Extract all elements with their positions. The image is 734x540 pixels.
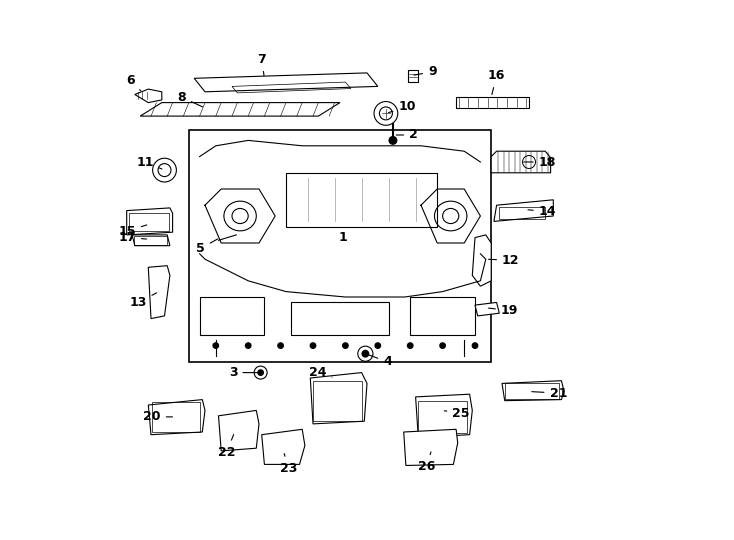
Polygon shape xyxy=(148,266,170,319)
Text: 18: 18 xyxy=(523,156,556,168)
Circle shape xyxy=(440,343,446,348)
Text: 23: 23 xyxy=(280,454,297,475)
Text: 16: 16 xyxy=(488,69,505,94)
Text: 13: 13 xyxy=(129,293,156,309)
Polygon shape xyxy=(140,103,340,116)
Circle shape xyxy=(407,343,413,348)
FancyBboxPatch shape xyxy=(189,130,491,362)
Circle shape xyxy=(389,137,396,144)
Text: 4: 4 xyxy=(368,355,392,368)
Text: 17: 17 xyxy=(118,231,147,244)
Text: 12: 12 xyxy=(489,254,520,267)
Circle shape xyxy=(213,343,219,348)
Circle shape xyxy=(375,343,380,348)
Circle shape xyxy=(278,343,283,348)
Text: 5: 5 xyxy=(196,239,218,255)
Text: 21: 21 xyxy=(531,387,567,400)
Polygon shape xyxy=(148,400,205,435)
Polygon shape xyxy=(310,373,367,424)
Text: 6: 6 xyxy=(126,75,141,91)
Polygon shape xyxy=(491,151,550,173)
Polygon shape xyxy=(404,429,458,465)
Polygon shape xyxy=(127,208,172,235)
Circle shape xyxy=(310,343,316,348)
Circle shape xyxy=(258,370,264,375)
Text: 7: 7 xyxy=(258,53,266,76)
Polygon shape xyxy=(219,410,259,451)
Polygon shape xyxy=(415,394,472,437)
Circle shape xyxy=(343,343,348,348)
Polygon shape xyxy=(135,89,161,103)
Polygon shape xyxy=(494,200,553,221)
Polygon shape xyxy=(262,429,305,464)
Polygon shape xyxy=(132,235,170,246)
Text: 20: 20 xyxy=(143,410,172,423)
Polygon shape xyxy=(456,97,529,108)
Text: 22: 22 xyxy=(218,435,236,458)
Polygon shape xyxy=(472,235,491,286)
Text: 3: 3 xyxy=(229,366,258,379)
Polygon shape xyxy=(195,73,378,92)
Text: 1: 1 xyxy=(338,231,347,244)
Text: 19: 19 xyxy=(489,304,518,317)
Text: 11: 11 xyxy=(137,156,162,169)
Text: 9: 9 xyxy=(414,65,437,78)
Polygon shape xyxy=(502,381,564,401)
Text: 2: 2 xyxy=(396,129,418,141)
Polygon shape xyxy=(475,302,499,316)
Text: 8: 8 xyxy=(178,91,203,107)
Text: 24: 24 xyxy=(309,366,332,379)
Text: 14: 14 xyxy=(528,205,556,218)
Polygon shape xyxy=(407,70,418,82)
Text: 15: 15 xyxy=(118,225,147,238)
Text: 25: 25 xyxy=(444,407,470,420)
Circle shape xyxy=(245,343,251,348)
Text: 26: 26 xyxy=(418,452,435,473)
Circle shape xyxy=(362,350,368,357)
Circle shape xyxy=(472,343,478,348)
Text: 10: 10 xyxy=(388,100,416,113)
